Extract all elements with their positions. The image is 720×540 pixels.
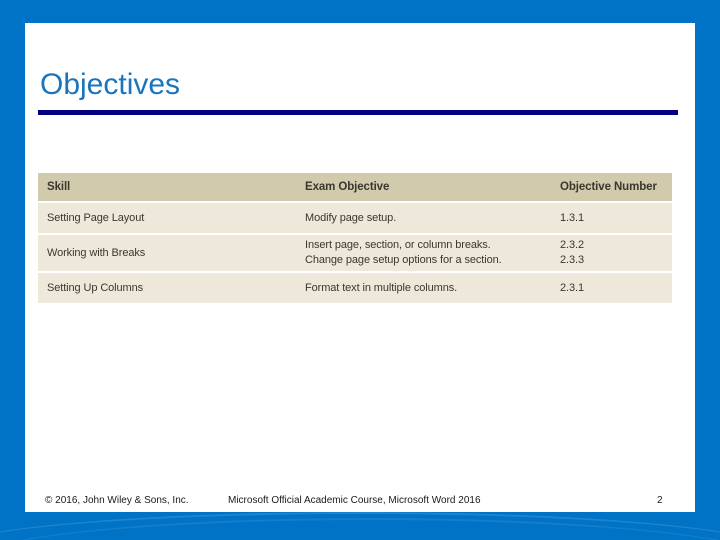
cell-objective-number: 2.3.1 [560,281,584,294]
cell-exam-objective: Format text in multiple columns. [305,281,458,294]
page-title: Objectives [40,68,181,101]
cell-skill: Setting Up Columns [47,281,144,294]
table-row: Setting Up Columns Format text in multipl… [38,273,672,303]
table-body: Setting Page Layout Modify page setup. 1.3… [38,203,672,303]
column-header-skill: Skill [47,181,71,193]
title-underline-rule [38,110,678,115]
table-header-row: Skill Exam Objective Objective Number [38,173,672,201]
cell-objective-number: 2.3.2 2.3.3 [560,239,584,266]
cell-skill: Working with Breaks [47,246,146,259]
footer-course-name: Microsoft Official Academic Course, Micr… [228,495,481,506]
cell-exam-objective: Insert page, section, or column breaks. C… [305,239,502,266]
cell-objective-number: 1.3.1 [560,211,584,224]
slide-canvas: Objectives Skill Exam Objective Objectiv… [25,23,695,512]
column-header-exam-objective: Exam Objective [305,181,390,193]
table-row: Working with Breaks Insert page, section,… [38,235,672,271]
objectives-table: Skill Exam Objective Objective Number Se… [38,173,672,303]
footer-copyright: © 2016, John Wiley & Sons, Inc. [45,495,189,506]
cell-skill: Setting Page Layout [47,211,145,224]
frame-swoosh-decoration [0,518,720,540]
footer-page-number: 2 [657,495,663,506]
column-header-objective-number: Objective Number [560,181,657,193]
cell-exam-objective: Modify page setup. [305,211,397,224]
frame-swoosh-decoration [0,512,720,540]
table-row: Setting Page Layout Modify page setup. 1.3… [38,203,672,233]
